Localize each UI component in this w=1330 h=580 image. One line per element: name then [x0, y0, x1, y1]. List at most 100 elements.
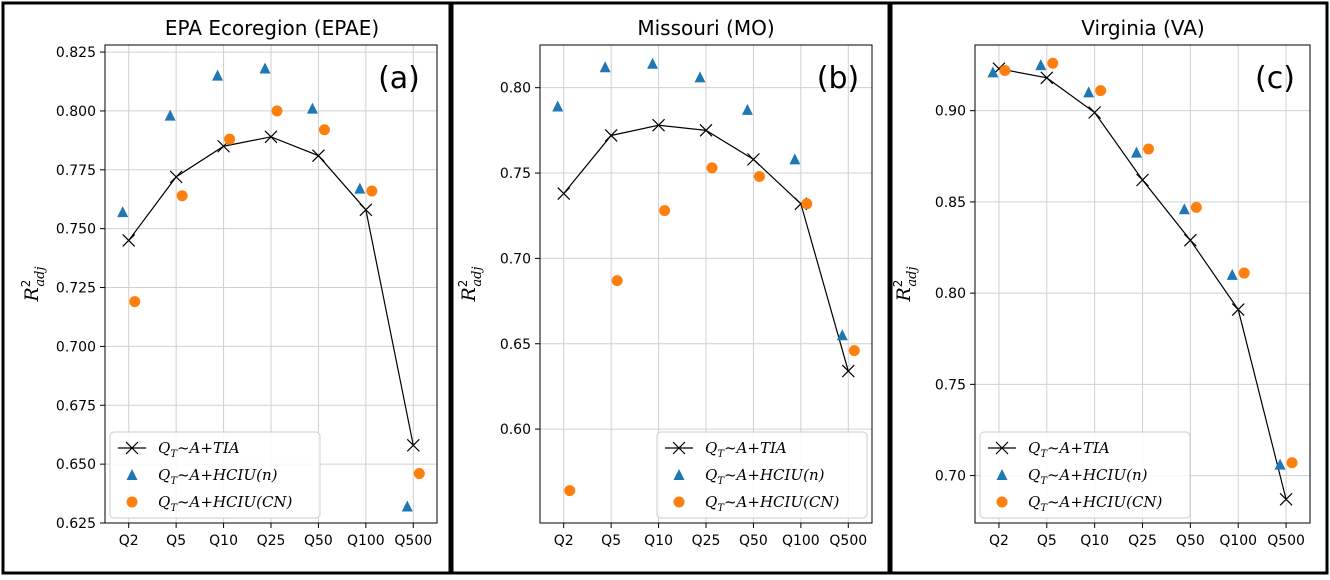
data-point-x-marker: [699, 123, 713, 137]
data-point-circle: [176, 190, 188, 202]
data-point-x-marker: [406, 438, 420, 452]
data-point-x-marker: [1279, 492, 1293, 506]
panel-frame: [889, 1, 1329, 575]
y-tick-label: 0.70: [500, 251, 531, 267]
panel-label: (b): [817, 61, 859, 96]
y-tick-label: 0.65: [500, 337, 531, 353]
data-point-triangle: [1083, 86, 1095, 98]
data-point-circle: [1143, 143, 1154, 155]
data-point-triangle: [1131, 146, 1142, 158]
x-tick-label: Q25: [257, 533, 286, 549]
data-point-circle: [1286, 457, 1298, 469]
y-axis-label: R2adj: [19, 266, 48, 302]
y-tick-label: 0.80: [935, 286, 966, 302]
data-point-x-marker: [312, 149, 325, 163]
legend-box: [109, 431, 321, 519]
data-point-circle: [271, 105, 283, 117]
y-tick-label: 0.700: [56, 339, 96, 355]
series-circle: [999, 57, 1298, 469]
x-tick-label: Q50: [1176, 533, 1205, 549]
x-tick-label: Q500: [394, 533, 432, 549]
data-point-x-marker: [169, 170, 183, 184]
y-tick-label: 0.800: [56, 104, 96, 120]
data-point-triangle: [164, 109, 176, 121]
x-tick-label: Q500: [1267, 533, 1305, 549]
x-tick-label: Q2: [119, 533, 139, 549]
chart-panel-2: Missouri (MO) 0.60 0.65 0.70 0.75 0.80 Q2 Q5 Q10…: [456, 16, 873, 549]
panel-label: (a): [378, 61, 420, 96]
x-tick-label: Q100: [782, 533, 820, 549]
data-point-x-marker: [747, 152, 760, 166]
data-point-circle: [318, 124, 330, 136]
x-tick-label: Q2: [554, 533, 574, 549]
data-point-triangle: [789, 153, 801, 165]
data-point-circle: [366, 185, 378, 197]
x-tick-label: Q25: [692, 533, 721, 549]
chart-title: Virginia (VA): [1081, 16, 1204, 40]
data-point-x-marker: [1040, 71, 1054, 85]
data-point-x-marker: [122, 234, 136, 247]
legend-triangle-marker: [996, 469, 1008, 480]
y-tick-label: 0.60: [500, 422, 531, 438]
x-tick-label: Q5: [601, 533, 621, 549]
x-tick-label: Q2: [989, 533, 1009, 549]
data-point-x-marker: [841, 364, 855, 378]
data-point-triangle: [599, 61, 611, 73]
data-point-triangle: [647, 57, 659, 69]
legend: QT~A+TIA QT~A+HCIU(n) QT~A+HCIU(CN): [109, 431, 321, 519]
data-point-circle: [129, 296, 141, 308]
y-tick-label: 0.70: [935, 469, 966, 485]
data-point-x-marker: [604, 129, 618, 142]
data-point-triangle: [836, 329, 848, 341]
legend-label: QT~A+HCIU(n): [158, 466, 278, 487]
x-tick-label: Q500: [829, 533, 867, 549]
x-tick-label: Q10: [644, 533, 673, 549]
legend-label: QT~A+HCIU(n): [1028, 466, 1148, 487]
legend-label: QT~A+HCIU(CN): [1028, 493, 1163, 514]
y-tick-label: 0.675: [56, 398, 96, 414]
series-circle: [129, 105, 425, 480]
series-x-line: [557, 118, 855, 378]
legend-box: [979, 431, 1191, 519]
x-tick-label: Q5: [166, 533, 186, 549]
data-point-triangle: [212, 69, 224, 81]
x-tick-label: Q100: [347, 533, 385, 549]
data-point-x-marker: [1136, 173, 1149, 187]
chart-panel-1: EPA Ecoregion (EPAE) 0.625 0.650 0.675 0.700…: [19, 16, 438, 549]
y-tick-label: 0.750: [56, 222, 96, 238]
y-tick-label: 0.650: [56, 457, 96, 473]
series-triangle: [987, 59, 1286, 470]
y-tick-label: 0.725: [56, 281, 96, 297]
panel-frame: [450, 1, 891, 575]
data-point-x-marker: [1231, 303, 1245, 316]
data-point-x-marker: [264, 130, 278, 144]
legend-label: QT~A+HCIU(CN): [705, 493, 840, 514]
series-x-line: [122, 130, 420, 452]
legend-label: QT~A+TIA: [158, 439, 240, 460]
x-tick-label: Q10: [209, 533, 238, 549]
legend: QT~A+TIA QT~A+HCIU(n) QT~A+HCIU(CN): [656, 431, 868, 519]
x-tick-label: Q5: [1037, 533, 1057, 549]
y-tick-label: 0.625: [56, 516, 96, 532]
legend-x-marker: [995, 441, 1009, 455]
legend-box: [656, 431, 868, 519]
data-point-circle: [801, 198, 813, 210]
chart-title: EPA Ecoregion (EPAE): [165, 16, 379, 40]
data-point-circle: [999, 65, 1011, 77]
data-point-circle: [659, 205, 671, 217]
chart-title: Missouri (MO): [637, 16, 774, 40]
data-point-circle: [1238, 267, 1250, 279]
legend-label: QT~A+HCIU(n): [705, 466, 825, 487]
legend-x-marker: [672, 441, 686, 455]
data-point-triangle: [1226, 268, 1238, 280]
data-point-x-marker: [557, 187, 571, 200]
data-point-x-marker: [1088, 106, 1102, 119]
legend-x-marker: [125, 441, 139, 455]
panel-frame: [1, 1, 452, 575]
x-tick-label: Q50: [739, 533, 768, 549]
data-point-circle: [848, 345, 860, 357]
legend-circle-marker: [996, 496, 1008, 508]
data-point-triangle: [259, 62, 271, 74]
y-axis-label: R2adj: [891, 266, 920, 302]
